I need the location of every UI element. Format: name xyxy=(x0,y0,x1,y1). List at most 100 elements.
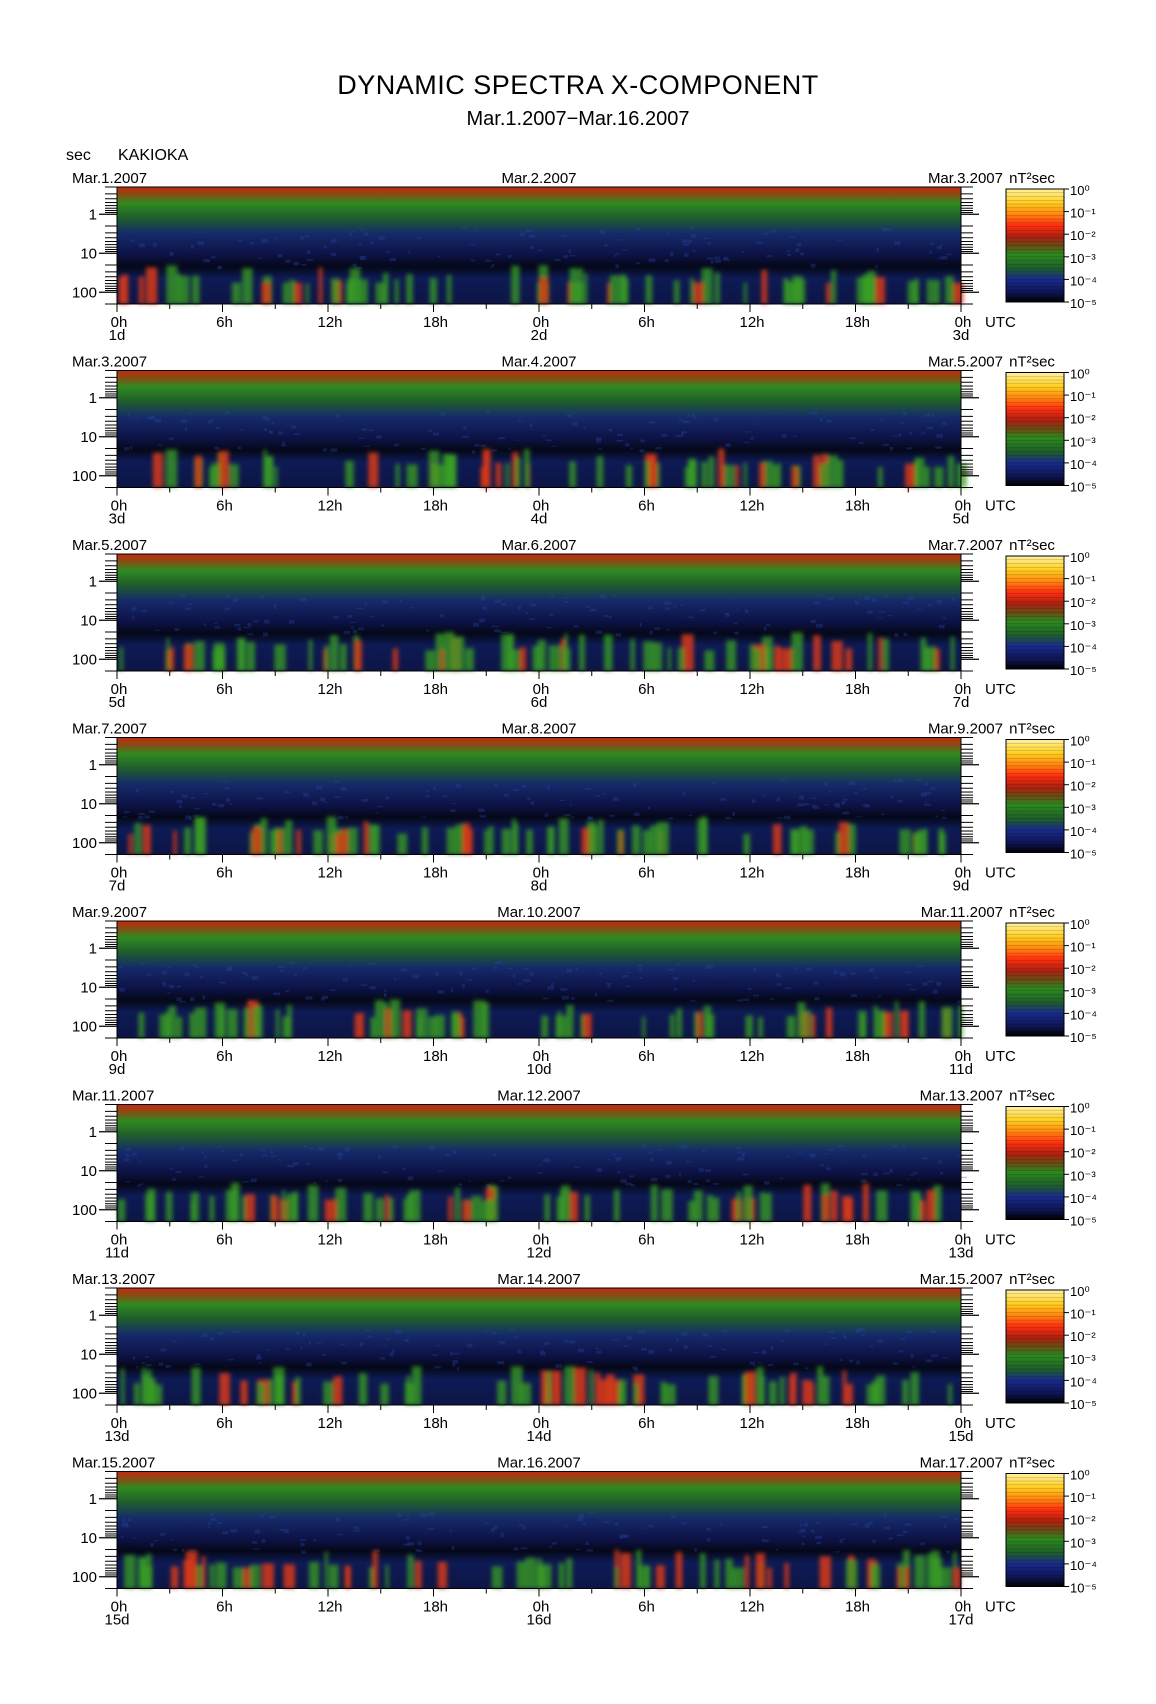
noise-mark xyxy=(737,1157,744,1161)
x-tick-label: 0h xyxy=(111,1048,128,1065)
noise-mark xyxy=(755,241,763,244)
noise-mark xyxy=(270,1155,277,1157)
noise-mark xyxy=(450,809,457,812)
activity-burst xyxy=(743,282,747,304)
noise-mark xyxy=(161,970,167,975)
noise-mark xyxy=(187,413,192,415)
activity-burst xyxy=(385,1195,390,1222)
noise-mark xyxy=(375,435,382,439)
colorbar-tick-label: 10⁻³ xyxy=(1070,251,1096,266)
noise-mark xyxy=(380,1357,385,1360)
noise-mark xyxy=(883,1526,891,1530)
noise-mark xyxy=(682,792,686,796)
noise-mark xyxy=(383,1344,386,1346)
activity-burst xyxy=(406,1375,411,1405)
x-tick-label: 6h xyxy=(638,1599,655,1616)
noise-mark xyxy=(461,983,465,988)
noise-mark xyxy=(142,609,147,612)
noise-mark xyxy=(435,972,439,976)
panel-mid-date: Mar.2.2007 xyxy=(501,170,576,187)
noise-mark xyxy=(904,971,911,973)
y-tick-label: 10 xyxy=(80,796,97,813)
noise-mark xyxy=(549,614,554,617)
colorbar xyxy=(1005,372,1065,486)
activity-burst xyxy=(453,636,465,671)
noise-mark xyxy=(239,1153,243,1157)
noise-mark xyxy=(214,626,221,629)
noise-mark xyxy=(577,1348,584,1353)
noise-mark xyxy=(258,1361,261,1364)
noise-mark xyxy=(642,1144,647,1148)
noise-mark xyxy=(561,995,569,1000)
noise-mark xyxy=(268,430,274,435)
noise-mark xyxy=(680,604,683,606)
noise-mark xyxy=(189,1549,197,1552)
noise-mark xyxy=(825,1343,828,1346)
noise-mark xyxy=(906,983,912,986)
noise-mark xyxy=(508,1176,512,1179)
activity-burst xyxy=(170,1566,179,1589)
noise-mark xyxy=(721,1329,728,1333)
noise-mark xyxy=(549,1545,552,1548)
noise-mark xyxy=(428,1145,434,1148)
noise-mark xyxy=(902,1144,906,1148)
activity-burst xyxy=(335,1187,347,1222)
activity-burst xyxy=(914,1555,926,1589)
noise-mark xyxy=(463,426,467,430)
activity-burst xyxy=(128,833,133,855)
noise-mark xyxy=(335,414,339,417)
noise-mark xyxy=(439,614,444,618)
activity-burst xyxy=(406,464,418,488)
noise-mark xyxy=(130,446,133,450)
noise-mark xyxy=(155,418,161,423)
noise-mark xyxy=(322,448,327,452)
noise-mark xyxy=(879,419,884,421)
noise-mark xyxy=(528,618,535,620)
noise-mark xyxy=(375,812,379,814)
x-tick-label: 0h xyxy=(955,1048,972,1065)
noise-mark xyxy=(930,787,936,790)
activity-burst xyxy=(706,1194,713,1222)
activity-burst xyxy=(791,466,799,488)
noise-mark xyxy=(239,429,244,431)
activity-burst xyxy=(761,460,774,488)
activity-burst xyxy=(584,1195,590,1222)
noise-mark xyxy=(528,235,536,238)
activity-burst xyxy=(329,635,339,671)
spectra-panel: Mar.3.2007 Mar.4.2007 Mar.5.2007 nT²sec1101… xyxy=(72,354,1097,528)
noise-mark xyxy=(425,794,430,798)
activity-burst xyxy=(173,830,177,855)
activity-burst xyxy=(440,649,444,671)
x-tick-label: 12h xyxy=(317,1599,342,1616)
activity-burst xyxy=(451,1013,461,1038)
noise-mark xyxy=(753,967,757,972)
spectral-activity xyxy=(128,816,946,855)
noise-mark xyxy=(228,1358,235,1361)
noise-mark xyxy=(856,1360,860,1365)
noise-mark xyxy=(125,1181,130,1183)
activity-burst xyxy=(409,1190,421,1222)
day-label: 1d xyxy=(109,327,126,344)
activity-burst xyxy=(275,1009,280,1038)
noise-mark xyxy=(794,248,800,253)
noise-mark xyxy=(787,253,792,257)
noise-mark xyxy=(615,1157,621,1161)
noise-mark xyxy=(360,984,368,986)
activity-burst xyxy=(558,818,569,855)
noise-mark xyxy=(540,1351,546,1356)
activity-burst xyxy=(759,462,766,488)
activity-burst xyxy=(842,1370,847,1405)
noise-mark xyxy=(668,1348,673,1352)
x-tick-label: 0h xyxy=(533,1599,550,1616)
activity-burst xyxy=(183,644,194,671)
activity-burst xyxy=(176,1016,183,1038)
noise-mark xyxy=(887,615,894,617)
activity-burst xyxy=(735,464,740,488)
activity-burst xyxy=(564,1366,576,1405)
activity-burst xyxy=(878,637,883,671)
station-label: KAKIOKA xyxy=(118,147,189,164)
noise-mark xyxy=(346,965,354,967)
noise-mark xyxy=(313,1539,317,1542)
noise-mark xyxy=(724,1348,727,1352)
noise-mark xyxy=(146,1364,152,1367)
